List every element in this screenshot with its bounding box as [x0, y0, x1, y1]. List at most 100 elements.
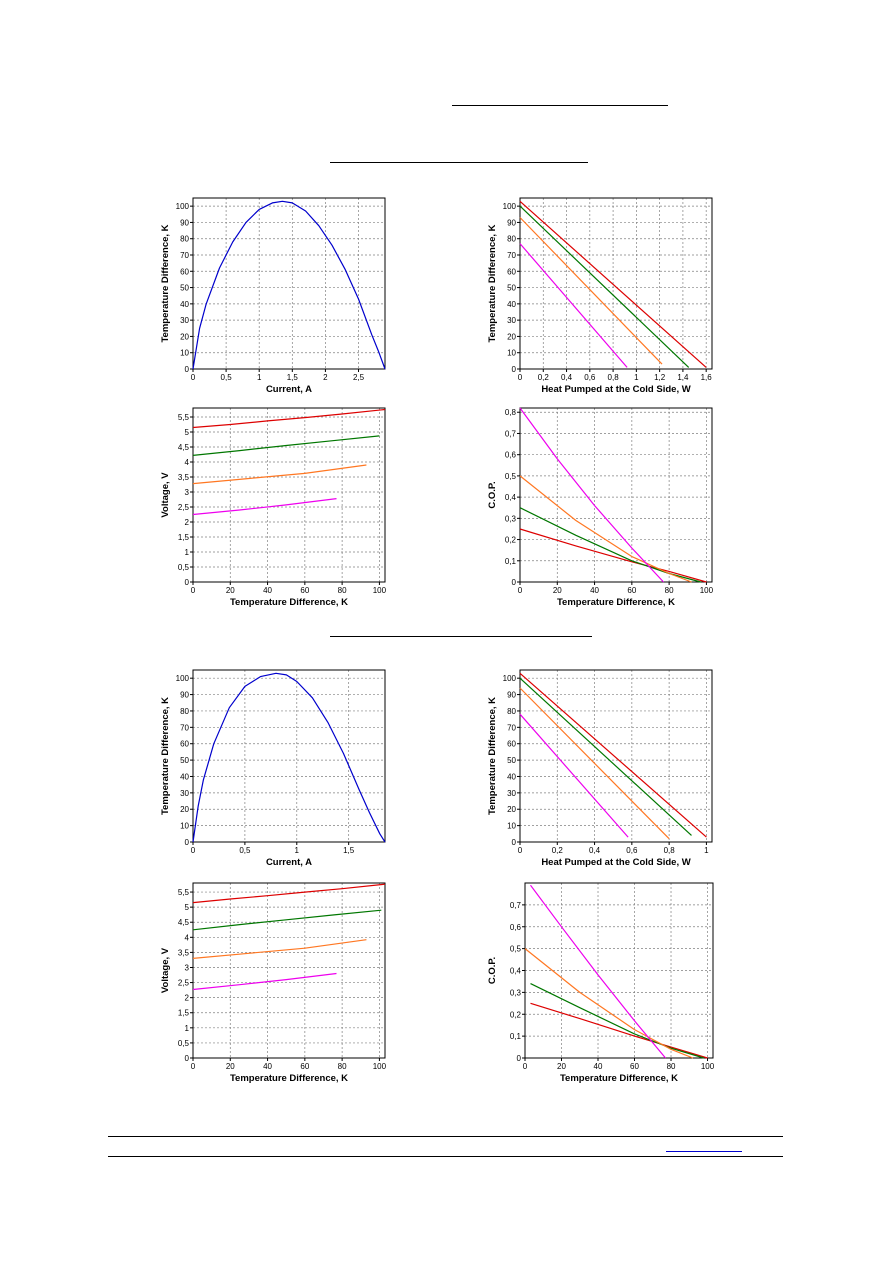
y-tick-label: 0,4 [505, 493, 517, 502]
x-tick-label: 40 [594, 1062, 603, 1071]
y-tick-label: 5,5 [178, 413, 190, 422]
y-tick-label: 70 [507, 723, 516, 732]
x-axis-title: Temperature Difference, K [230, 1073, 348, 1084]
y-axis-title: Temperature Difference, K [487, 697, 498, 815]
chart-s2-dt-vs-current: 0 0,5 1 1,5 0 10 20 30 40 50 60 70 80 90 100 Current, A… [160, 669, 386, 868]
y-tick-label: 0,5 [505, 472, 517, 481]
x-tick-label: 80 [338, 586, 347, 595]
series-line-0 [519, 672, 707, 838]
series-line-2 [519, 475, 692, 583]
grid [520, 408, 712, 582]
y-axis-title: Temperature Difference, K [160, 224, 171, 342]
y-tick-label: 90 [180, 691, 189, 700]
x-tick-label: 0,8 [608, 373, 620, 382]
y-tick-label: 0,5 [178, 563, 190, 572]
x-axis-title: Heat Pumped at the Cold Side, W [541, 384, 690, 395]
y-axis-title: C.O.P. [487, 481, 498, 508]
grid [520, 198, 712, 369]
y-tick-label: 1 [185, 548, 190, 557]
y-tick-label: 0,4 [510, 967, 522, 976]
y-tick-label: 0 [512, 838, 517, 847]
series-line-2 [192, 464, 367, 485]
grid [520, 670, 712, 842]
series-line-3 [519, 243, 628, 368]
y-axis-title: C.O.P. [487, 957, 498, 984]
series-line-3 [519, 407, 664, 583]
footer-rule-top [108, 1136, 783, 1137]
series-line-1 [519, 677, 692, 836]
grid [193, 408, 385, 582]
y-tick-label: 2,5 [178, 503, 190, 512]
series-line-2 [192, 939, 367, 959]
y-tick-label: 30 [180, 316, 189, 325]
x-tick-label: 0,6 [626, 846, 638, 855]
y-tick-label: 40 [180, 772, 189, 781]
y-tick-label: 30 [507, 316, 516, 325]
footer-link-underline[interactable] [666, 1151, 742, 1152]
y-tick-label: 0,1 [510, 1032, 522, 1041]
series-line-0 [530, 1002, 708, 1059]
series-line-3 [192, 498, 337, 516]
x-axis-title: Current, A [266, 857, 312, 868]
x-tick-label: 40 [263, 586, 272, 595]
y-tick-label: 5 [185, 428, 190, 437]
y-tick-label: 3,5 [178, 948, 190, 957]
plot-frame [519, 407, 713, 583]
y-tick-label: 4,5 [178, 918, 190, 927]
y-tick-label: 2 [185, 518, 190, 527]
series-line-1 [519, 205, 690, 368]
x-axis-title: Heat Pumped at the Cold Side, W [541, 857, 690, 868]
x-tick-label: 1,5 [287, 373, 299, 382]
x-tick-label: 40 [590, 586, 599, 595]
chart-s2-dt-vs-heat: 0 0,2 0,4 0,6 0,8 10102030405060708090100Heat… [487, 669, 713, 868]
x-tick-label: 0 [191, 373, 196, 382]
footer-rule-bottom [108, 1156, 783, 1157]
series-line-2 [519, 217, 663, 365]
header-link-underline[interactable] [452, 105, 668, 106]
x-tick-label: 20 [226, 586, 235, 595]
y-tick-label: 90 [507, 691, 516, 700]
x-tick-label: 80 [338, 1062, 347, 1071]
x-axis-title: Temperature Difference, K [560, 1073, 678, 1084]
y-tick-label: 60 [507, 740, 516, 749]
y-tick-label: 3 [185, 963, 190, 972]
y-tick-label: 1,5 [178, 1009, 190, 1018]
y-tick-label: 90 [180, 218, 189, 227]
series-line-1 [192, 909, 382, 931]
x-tick-label: 0 [523, 1062, 528, 1071]
y-tick-label: 40 [507, 300, 516, 309]
x-tick-label: 0,2 [538, 373, 550, 382]
y-tick-label: 1 [185, 1024, 190, 1033]
y-tick-label: 50 [507, 284, 516, 293]
y-tick-label: 5 [185, 903, 190, 912]
y-tick-label: 1,5 [178, 533, 190, 542]
x-tick-label: 40 [263, 1062, 272, 1071]
y-tick-label: 0,6 [505, 451, 517, 460]
y-tick-label: 20 [180, 332, 189, 341]
x-tick-label: 100 [373, 1062, 387, 1071]
series-line-3 [519, 713, 629, 838]
y-tick-label: 2,5 [178, 979, 190, 988]
grid [193, 883, 385, 1058]
series-line-0 [192, 672, 386, 843]
x-tick-label: 0,5 [239, 846, 251, 855]
x-tick-label: 1,5 [343, 846, 355, 855]
y-tick-label: 100 [176, 674, 190, 683]
y-tick-label: 100 [503, 674, 517, 683]
x-tick-label: 0,6 [584, 373, 596, 382]
y-tick-label: 3,5 [178, 473, 190, 482]
y-tick-label: 10 [180, 822, 189, 831]
y-tick-label: 3 [185, 488, 190, 497]
x-axis-title: Current, A [266, 384, 312, 395]
series-line-0 [192, 408, 386, 429]
y-tick-label: 0,1 [505, 557, 517, 566]
x-tick-label: 1 [704, 846, 709, 855]
y-tick-label: 0,7 [510, 901, 522, 910]
x-tick-label: 1,2 [654, 373, 666, 382]
y-tick-label: 70 [507, 251, 516, 260]
y-tick-label: 10 [180, 349, 189, 358]
y-tick-label: 60 [180, 267, 189, 276]
y-axis-title: Voltage, V [160, 472, 171, 518]
x-tick-label: 1,6 [701, 373, 713, 382]
y-axis-title: Temperature Difference, K [160, 697, 171, 815]
